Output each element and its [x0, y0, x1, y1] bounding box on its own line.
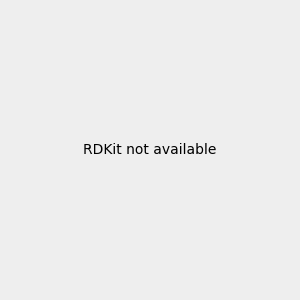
- Text: RDKit not available: RDKit not available: [83, 143, 217, 157]
